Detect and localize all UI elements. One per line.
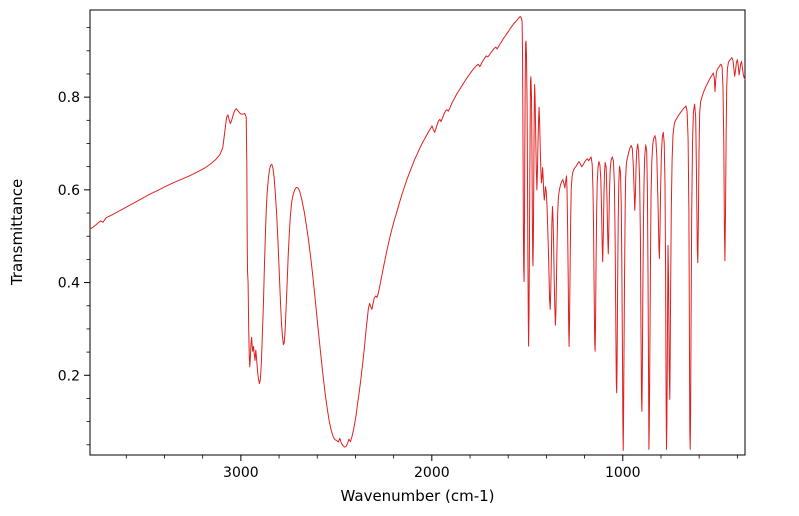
y-tick-label: 0.2 [58, 368, 80, 384]
x-tick-label: 2000 [414, 465, 450, 481]
plot-frame [89, 9, 746, 456]
y-tick-label: 0.4 [58, 276, 80, 292]
x-tick-label: 1000 [605, 465, 641, 481]
spectrum-line [89, 16, 746, 451]
y-tick-label: 0.8 [58, 90, 80, 106]
x-axis-label: Wavenumber (cm-1) [340, 487, 495, 505]
y-tick-label: 0.6 [58, 183, 80, 199]
x-tick-label: 3000 [223, 465, 259, 481]
y-axis-label: Transmittance [8, 178, 26, 286]
